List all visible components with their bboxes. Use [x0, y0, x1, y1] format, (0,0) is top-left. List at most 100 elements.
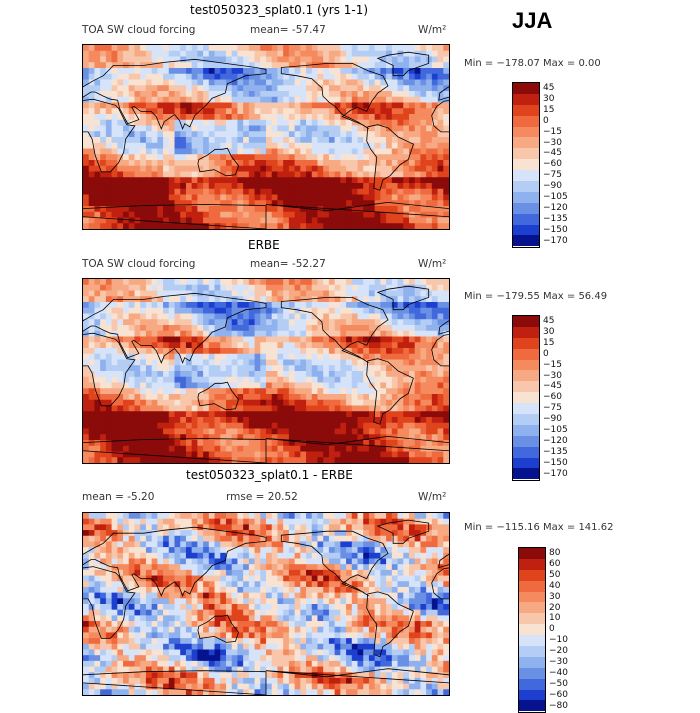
map-field-cell: [134, 547, 140, 553]
map-field-cell: [409, 547, 415, 553]
map-field-cell: [277, 68, 283, 74]
map-field-cell: [226, 279, 232, 285]
map-field-cell: [186, 365, 192, 371]
map-field-cell: [140, 120, 146, 126]
map-field-cell: [289, 354, 295, 360]
colorbar-swatch: [513, 370, 539, 381]
map-field-cell: [432, 131, 438, 137]
map-field-cell: [300, 423, 306, 429]
map-field-cell: [249, 423, 255, 429]
map-field-cell: [329, 394, 335, 400]
map-field-cell: [260, 51, 266, 57]
map-field-cell: [140, 325, 146, 331]
map-field-cell: [289, 319, 295, 325]
map-field-cell: [226, 172, 232, 178]
map-field-cell: [300, 91, 306, 97]
map-field-cell: [386, 131, 392, 137]
map-field-cell: [186, 85, 192, 91]
map-field-cell: [209, 177, 215, 183]
map-field-cell: [295, 524, 301, 530]
map-field-cell: [169, 383, 175, 389]
map-field-cell: [209, 62, 215, 68]
map-field-cell: [443, 530, 449, 536]
map-field-cell: [243, 296, 249, 302]
map-field-cell: [203, 183, 209, 189]
map-field-cell: [220, 137, 226, 143]
map-field-cell: [323, 417, 329, 423]
map-field-cell: [329, 154, 335, 160]
map-field-cell: [89, 68, 95, 74]
map-field-cell: [186, 68, 192, 74]
map-field-cell: [443, 103, 449, 109]
map-field-cell: [203, 429, 209, 435]
map-field-cell: [94, 57, 100, 63]
map-field-cell: [392, 457, 398, 463]
map-field-cell: [443, 195, 449, 201]
map-field-cell: [335, 457, 341, 463]
map-field-cell: [129, 541, 135, 547]
map-field-cell: [83, 62, 89, 68]
map-field-cell: [255, 314, 261, 320]
map-field-cell: [277, 406, 283, 412]
map-field-cell: [152, 91, 158, 97]
map-field-cell: [197, 51, 203, 57]
map-field-cell: [432, 149, 438, 155]
map-field-cell: [289, 189, 295, 195]
map-field-cell: [295, 160, 301, 166]
map-field-cell: [317, 553, 323, 559]
map-field-cell: [83, 423, 89, 429]
map-field-cell: [340, 143, 346, 149]
map-field-cell: [163, 172, 169, 178]
map-field-cell: [129, 91, 135, 97]
map-field-cell: [312, 394, 318, 400]
map-field-cell: [266, 536, 272, 542]
map-field-cell: [134, 400, 140, 406]
map-field-cell: [197, 360, 203, 366]
map-field-cell: [420, 223, 426, 229]
map-field-cell: [112, 536, 118, 542]
map-field-cell: [106, 120, 112, 126]
map-field-cell: [432, 285, 438, 291]
map-field-cell: [403, 360, 409, 366]
map-field-cell: [409, 80, 415, 86]
map-field-cell: [277, 360, 283, 366]
map-field-cell: [255, 446, 261, 452]
map-field-cell: [295, 212, 301, 218]
map-field-cell: [295, 354, 301, 360]
map-field-cell: [180, 285, 186, 291]
map-field-cell: [203, 206, 209, 212]
map-field-cell: [438, 223, 444, 229]
map-field-cell: [352, 564, 358, 570]
map-field-cell: [420, 570, 426, 576]
map-field-cell: [398, 103, 404, 109]
map-field-cell: [392, 189, 398, 195]
colorbar-swatch: [513, 392, 539, 403]
map-field-cell: [192, 331, 198, 337]
map-field-cell: [438, 218, 444, 224]
map-field-cell: [157, 400, 163, 406]
map-field-cell: [398, 291, 404, 297]
map-field-cell: [340, 85, 346, 91]
map-field-cell: [420, 365, 426, 371]
map-field-cell: [335, 172, 341, 178]
map-field-cell: [420, 429, 426, 435]
map-field-cell: [226, 177, 232, 183]
map-field-cell: [89, 530, 95, 536]
map-field-cell: [398, 553, 404, 559]
map-field-cell: [272, 57, 278, 63]
map-field-cell: [203, 411, 209, 417]
map-field-cell: [283, 406, 289, 412]
map-field-cell: [340, 74, 346, 80]
map-field-cell: [169, 154, 175, 160]
map-field-cell: [123, 172, 129, 178]
map-field-cell: [123, 457, 129, 463]
map-field-cell: [266, 423, 272, 429]
map-field-cell: [146, 440, 152, 446]
map-field-cell: [277, 342, 283, 348]
map-field-cell: [117, 137, 123, 143]
map-field-cell: [312, 452, 318, 458]
map-field-cell: [186, 131, 192, 137]
map-field-cell: [323, 576, 329, 582]
map-field-cell: [215, 285, 221, 291]
map-field-cell: [432, 291, 438, 297]
